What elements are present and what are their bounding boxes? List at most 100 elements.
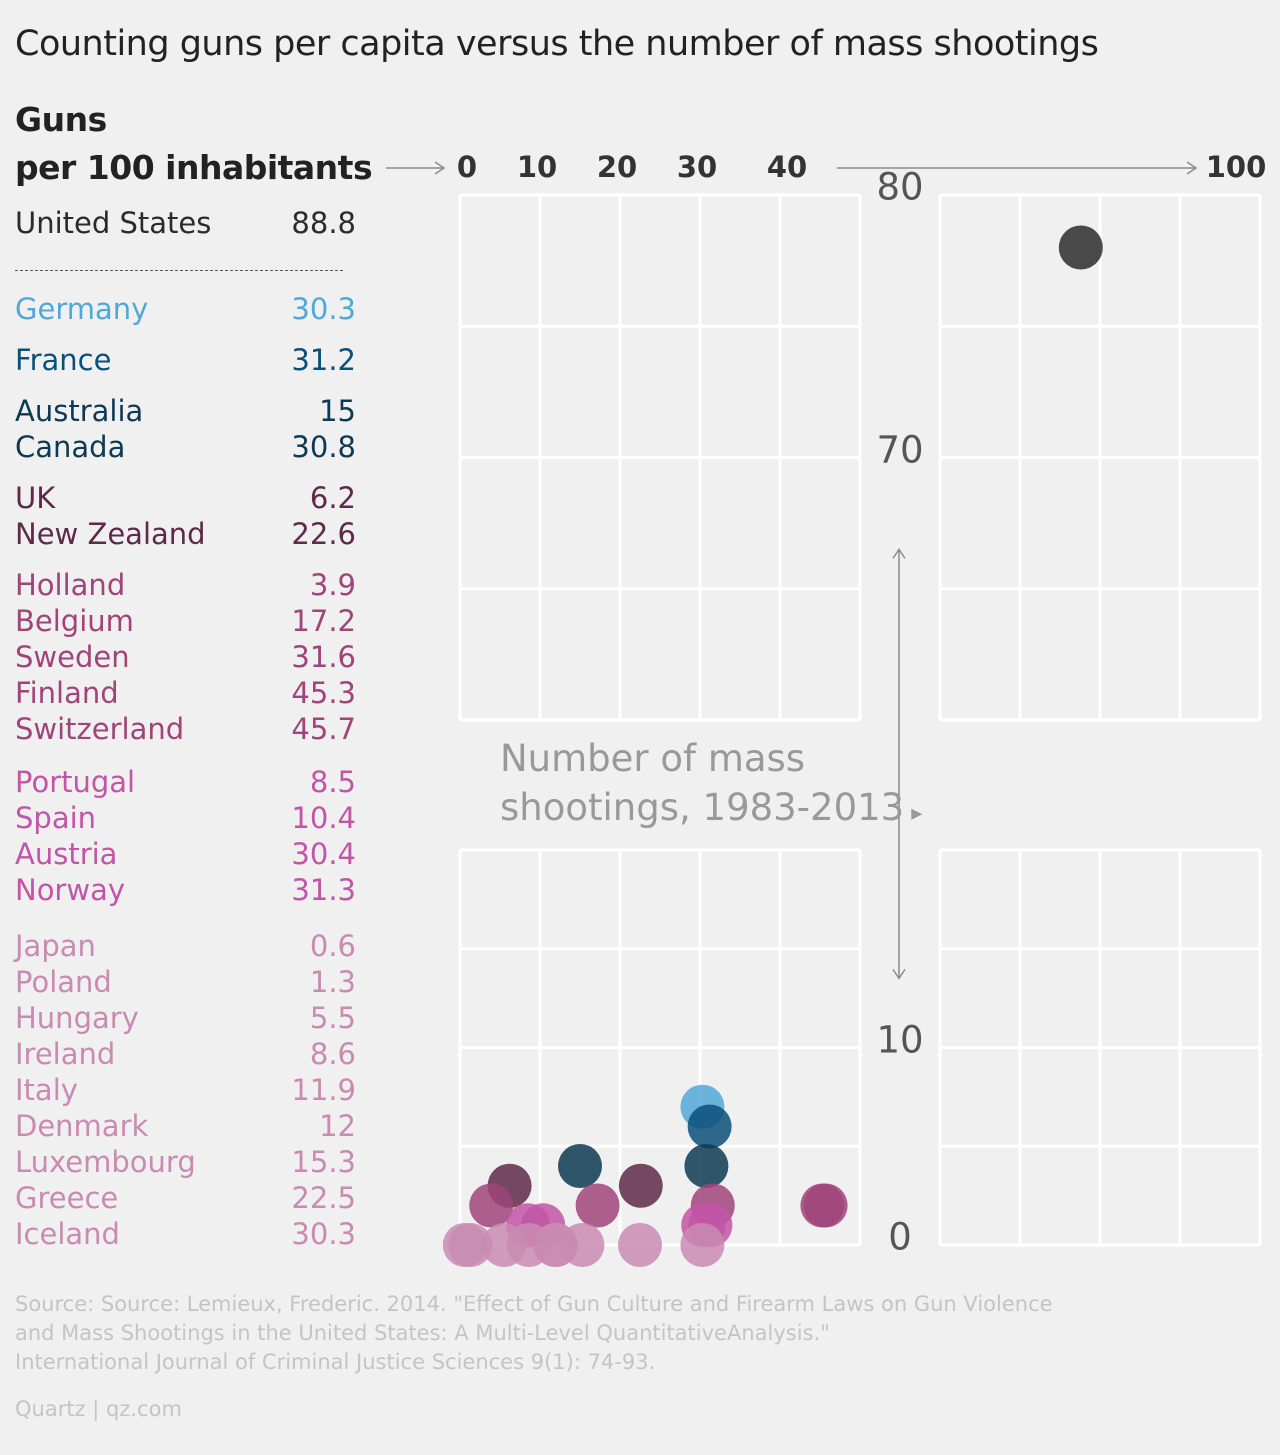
country-name: Italy [15,1073,78,1107]
country-row: Norway 31.3 [15,873,356,909]
country-name: Japan [15,929,96,963]
point-canada [684,1144,729,1188]
country-guns-value: 31.3 [291,873,356,907]
country-name: United States [15,206,212,240]
source-line: International Journal of Criminal Justic… [15,1350,656,1374]
point-greece [618,1223,662,1267]
country-name: Canada [15,430,126,464]
country-row: Switzerland 45.7 [15,712,356,748]
arrow-head [434,161,446,175]
guns-axis-label: Guns per 100 inhabitants [15,96,373,192]
country-guns-value: 88.8 [291,206,356,240]
x-tick-label: 0 [456,150,478,184]
country-guns-value: 22.5 [291,1181,356,1215]
country-name: France [15,343,112,377]
country-name: Norway [15,873,126,907]
x-tick-label: 30 [676,150,718,184]
country-row: Portugal 8.5 [15,765,356,801]
y-tick-label: 80 [876,165,924,209]
country-guns-value: 3.9 [309,568,356,602]
country-guns-value: 12 [319,1109,356,1143]
country-row: Belgium 17.2 [15,604,356,640]
country-row: Australia 15 [15,394,356,430]
country-row: Italy 11.9 [15,1073,356,1109]
y-tick-label: 70 [876,428,924,471]
guns-label-line1: Guns [15,100,107,139]
country-name: Sweden [15,640,130,674]
credit: Quartz | qz.com [15,1397,182,1421]
country-guns-value: 8.5 [309,765,356,799]
arrow-head [1186,161,1198,175]
source-line: Source: Source: Lemieux, Frederic. 2014.… [15,1292,1053,1316]
axis-arrows [386,161,1198,980]
country-row: New Zealand 22.6 [15,517,356,553]
country-guns-value: 30.4 [291,837,356,871]
country-name: Iceland [15,1217,120,1251]
point-poland [448,1223,493,1267]
country-name: Germany [15,292,149,326]
country-row: Spain 10.4 [15,801,356,837]
guns-label-line2: per 100 inhabitants [15,148,373,187]
country-guns-value: 1.3 [309,965,356,999]
country-row: Austria 30.4 [15,837,356,873]
shootings-axis-label: Number of mass shootings, 1983-2013 ▸ [500,734,922,838]
x-tick-label: 100 [1205,150,1267,184]
country-row: Hungary 5.5 [15,1001,356,1037]
country-guns-value: 30.8 [291,430,356,464]
country-name: Portugal [15,765,136,799]
country-guns-value: 11.9 [291,1073,356,1107]
country-guns-value: 30.3 [291,292,356,326]
country-guns-value: 6.2 [309,481,356,515]
x-tick-label: 10 [516,150,558,184]
point-switzerland [803,1183,848,1228]
point-belgium [575,1183,620,1228]
country-name: UK [15,481,56,515]
point-luxembourg [560,1223,605,1267]
point-france [687,1104,732,1149]
data-points [442,225,1103,1267]
country-row: Canada 30.8 [15,430,356,466]
country-guns-value: 15.3 [291,1145,356,1179]
source-note: Source: Source: Lemieux, Frederic. 2014.… [15,1290,1053,1377]
country-guns-value: 8.6 [309,1037,356,1071]
country-name: New Zealand [15,517,206,551]
source-line: and Mass Shootings in the United States:… [15,1321,830,1345]
x-tick-label: 20 [596,150,638,184]
country-row: Germany 30.3 [15,292,356,328]
country-guns-value: 45.7 [291,712,356,746]
country-guns-value: 15 [319,394,356,428]
grid [458,193,1262,1247]
country-guns-value: 31.6 [291,640,356,674]
country-name: Finland [15,676,119,710]
country-guns-value: 17.2 [291,604,356,638]
country-row: Ireland 8.6 [15,1037,356,1073]
country-name: Spain [15,801,97,835]
y-tick-label: 10 [876,1018,924,1061]
country-guns-value: 22.6 [291,517,356,551]
x-tick-label: 40 [766,150,808,184]
shootings-label-line2: shootings, 1983-2013 ▸ [500,786,923,829]
country-guns-value: 10.4 [291,801,356,835]
country-name: Ireland [15,1037,116,1071]
point-new-zealand [618,1163,663,1208]
country-name: Austria [15,837,118,871]
chart-title: Counting guns per capita versus the numb… [15,24,1099,64]
country-row: Sweden 31.6 [15,640,356,676]
country-guns-value: 31.2 [291,343,356,377]
country-name: Belgium [15,604,134,638]
country-row: France 31.2 [15,343,356,379]
us-separator [15,270,343,271]
country-name: Greece [15,1181,119,1215]
country-row: Poland 1.3 [15,965,356,1001]
point-australia [558,1144,602,1188]
point-united-states [1058,225,1103,270]
country-name: Luxembourg [15,1145,196,1179]
country-row: Luxembourg 15.3 [15,1145,356,1181]
country-row: Holland 3.9 [15,568,356,604]
country-row: Finland 45.3 [15,676,356,712]
point-holland [469,1183,514,1228]
country-name: Denmark [15,1109,149,1143]
country-name: Australia [15,394,144,428]
country-name: Hungary [15,1001,139,1035]
